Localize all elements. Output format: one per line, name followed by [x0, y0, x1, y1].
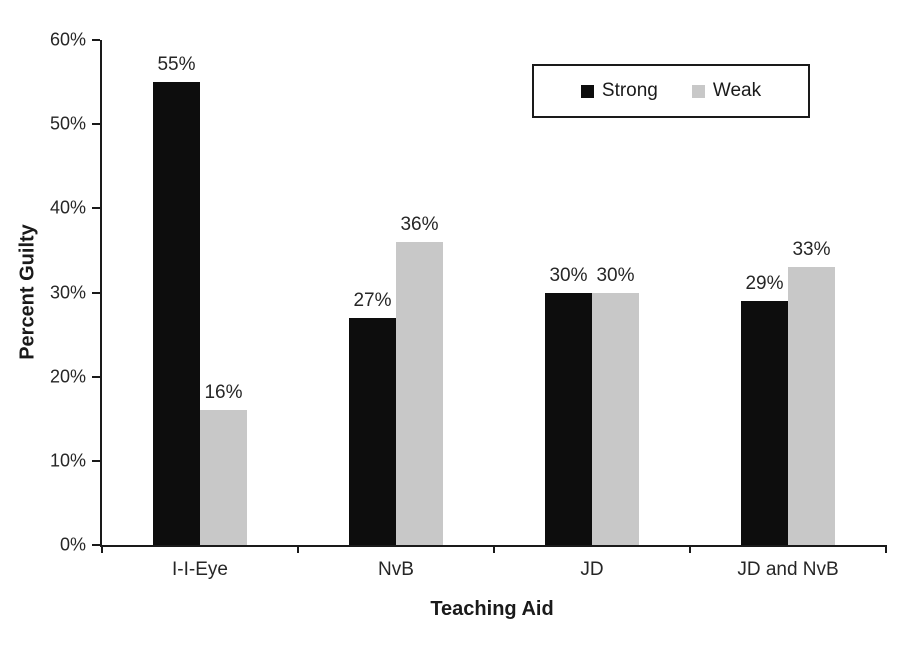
- strong-swatch-icon: [580, 84, 594, 98]
- plot-area: 55% 16% 27% 36% 30% 30% 29% 33% 0% 10% 20% 30% 40% 5…: [50, 30, 887, 580]
- legend-label-strong: Strong: [601, 80, 658, 101]
- legend: Strong Weak: [532, 64, 810, 118]
- y-tick-label: 30%: [49, 282, 86, 302]
- y-axis-title: Percent Guilty: [16, 224, 39, 360]
- category-group-jd-and-nvb: 29% 33%: [690, 40, 886, 545]
- x-tick-mark: [493, 545, 495, 553]
- y-tick-label: 10%: [49, 450, 86, 471]
- bar-strong-i-i-eye: 55%: [153, 54, 200, 545]
- y-tick-label: 40%: [49, 197, 86, 218]
- category-group-nvb: 27% 36%: [298, 40, 494, 545]
- x-tick-mark: [689, 545, 691, 553]
- x-tick-mark: [885, 545, 887, 553]
- x-tick-label-jd: JD: [580, 559, 604, 580]
- x-tick-label-i-i-eye: I-I-Eye: [172, 559, 228, 580]
- y-tick-mark: [92, 544, 100, 546]
- y-tick-label: 50%: [49, 113, 86, 134]
- bars-container: 55% 16% 27% 36% 30% 30% 29% 33%: [102, 40, 886, 545]
- bar-value-label: 29%: [745, 272, 784, 294]
- x-tick-mark: [101, 545, 103, 553]
- bar-weak-jd: 30%: [592, 265, 639, 545]
- bar-value-label: 33%: [792, 239, 831, 261]
- y-tick-mark: [92, 39, 100, 41]
- x-axis-title: Teaching Aid: [430, 598, 554, 620]
- legend-item-strong: Strong: [580, 80, 658, 102]
- legend-item-weak: Weak: [691, 80, 762, 102]
- category-group-i-i-eye: 55% 16%: [102, 40, 298, 545]
- bar-value-label: 55%: [157, 54, 196, 76]
- weak-swatch-icon: [691, 84, 705, 98]
- bar-weak-i-i-eye: 16%: [200, 382, 247, 545]
- bar-value-label: 30%: [596, 264, 635, 286]
- y-tick-label: 60%: [49, 29, 86, 50]
- legend-label-weak: Weak: [712, 80, 762, 101]
- y-tick-mark: [92, 123, 100, 126]
- y-tick-label: 0%: [59, 534, 86, 555]
- y-tick-mark: [92, 459, 100, 462]
- x-tick-mark: [297, 545, 299, 553]
- bar-strong-jd-and-nvb: 29%: [741, 273, 788, 545]
- y-tick-label: 20%: [49, 366, 86, 387]
- bar-strong-nvb: 27%: [349, 290, 396, 545]
- bar-value-label: 30%: [549, 264, 588, 286]
- bar-weak-nvb: 36%: [396, 214, 443, 545]
- bar-strong-jd: 30%: [545, 265, 592, 545]
- category-group-jd: 30% 30%: [494, 40, 690, 545]
- bar-weak-jd-and-nvb: 33%: [788, 239, 835, 545]
- bar-value-label: 36%: [400, 214, 439, 235]
- y-tick-mark: [92, 375, 100, 378]
- bar-value-label: 16%: [204, 382, 243, 404]
- y-tick-mark: [92, 207, 100, 210]
- x-tick-label-nvb: NvB: [378, 559, 414, 580]
- x-tick-label-jd-and-nvb: JD and NvB: [737, 559, 839, 580]
- bar-value-label: 27%: [353, 289, 392, 311]
- y-tick-mark: [92, 291, 100, 294]
